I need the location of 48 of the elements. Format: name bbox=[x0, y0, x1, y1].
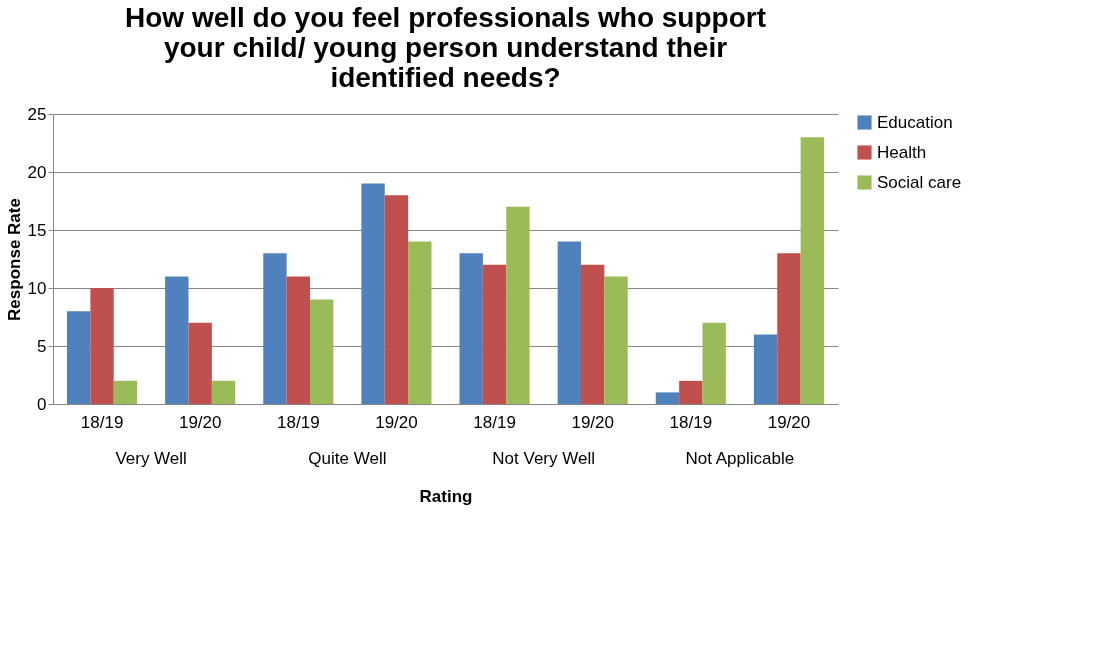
bar bbox=[604, 276, 628, 404]
bar bbox=[679, 380, 703, 404]
bar bbox=[286, 276, 310, 404]
bar bbox=[777, 253, 801, 404]
text: Quite Well bbox=[308, 449, 387, 468]
text: Not Very Well bbox=[492, 449, 595, 468]
y-tick-label: 5 bbox=[37, 336, 47, 356]
x-tick-label: 18/19 bbox=[669, 412, 713, 432]
bar bbox=[309, 299, 334, 404]
bar bbox=[263, 253, 287, 404]
bar bbox=[506, 206, 530, 404]
bar bbox=[90, 288, 114, 404]
legend-label: Education bbox=[877, 112, 953, 132]
text: Not Applicable bbox=[685, 449, 795, 468]
y-tick-label: 10 bbox=[27, 278, 47, 298]
y-tick-label: 20 bbox=[27, 162, 47, 182]
bar bbox=[459, 253, 483, 404]
chart-title: How well do you feel professionals who support your child/ young person understand their identified needs? bbox=[125, 2, 766, 93]
x-tick-label: 18/19 bbox=[473, 412, 516, 432]
bar bbox=[581, 264, 605, 404]
x-axis-title: Rating bbox=[419, 486, 473, 506]
bar bbox=[408, 241, 432, 404]
x-tick-label: 19/20 bbox=[375, 412, 418, 432]
bar bbox=[482, 264, 507, 404]
bar bbox=[113, 380, 138, 404]
bar bbox=[188, 322, 212, 404]
text: Very Well bbox=[115, 449, 187, 468]
bar bbox=[67, 311, 91, 404]
y-tick-label: 15 bbox=[27, 220, 47, 240]
bar bbox=[557, 241, 582, 404]
y-tick-label: 0 bbox=[37, 394, 47, 414]
bar bbox=[800, 137, 824, 404]
bar bbox=[753, 334, 778, 404]
legend-label: Social care bbox=[877, 172, 962, 192]
y-axis-title: Response Rate bbox=[4, 198, 24, 321]
bar bbox=[361, 183, 385, 404]
legend-label: Health bbox=[877, 142, 927, 162]
bar bbox=[384, 195, 409, 404]
y-tick-label: 25 bbox=[27, 104, 47, 124]
x-tick-label: 19/20 bbox=[178, 412, 222, 432]
x-tick-label: 18/19 bbox=[80, 412, 124, 432]
bar bbox=[211, 380, 236, 404]
bar bbox=[655, 392, 680, 404]
bar bbox=[702, 322, 726, 404]
x-tick-label: 19/20 bbox=[767, 412, 811, 432]
x-tick-label: 18/19 bbox=[277, 412, 320, 432]
bar bbox=[165, 276, 189, 404]
x-tick-label: 19/20 bbox=[571, 412, 614, 432]
